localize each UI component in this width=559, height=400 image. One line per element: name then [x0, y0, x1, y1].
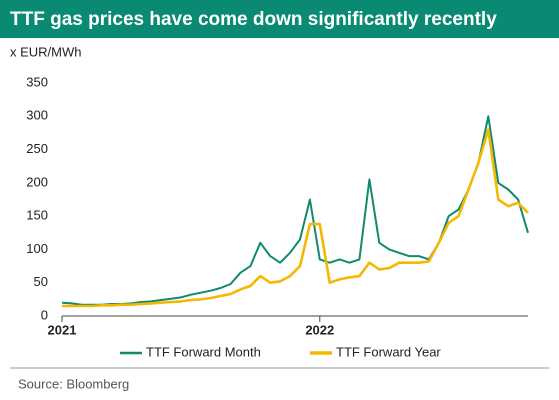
x-tick-label: 2022: [305, 322, 334, 337]
y-tick-label: 200: [26, 174, 48, 189]
y-tick-label: 300: [26, 108, 48, 123]
y-tick-label: 100: [26, 241, 48, 256]
y-tick-label: 350: [26, 74, 48, 89]
chart-title: TTF gas prices have come down significan…: [10, 9, 497, 30]
source: Source: Bloomberg: [18, 376, 129, 391]
x-tick-label: 2021: [48, 322, 77, 337]
title-bar: [0, 0, 559, 38]
y-tick-label: 150: [26, 208, 48, 223]
legend-label: TTF Forward Year: [336, 344, 441, 359]
legend-label: TTF Forward Month: [146, 344, 261, 359]
line-series: [62, 128, 529, 308]
y-tick-label: 0: [41, 307, 48, 322]
line-series: [61, 115, 529, 306]
y-axis-label: x EUR/MWh: [10, 44, 82, 59]
y-tick-label: 250: [26, 141, 48, 156]
y-tick-label: 50: [34, 274, 48, 289]
